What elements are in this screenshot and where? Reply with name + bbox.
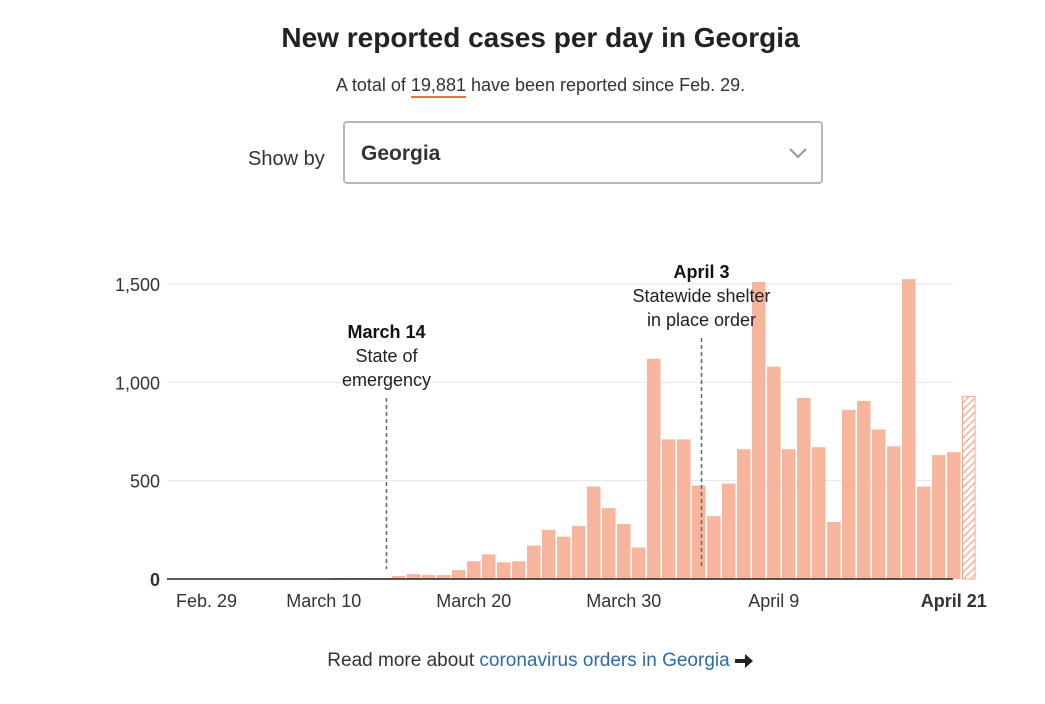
x-tick-label: March 10 (286, 591, 361, 611)
y-tick-label: 1,000 (115, 373, 160, 393)
x-tick-label: March 20 (436, 591, 511, 611)
x-tick-label: March 30 (586, 591, 661, 611)
bar (812, 447, 826, 579)
bar (932, 455, 946, 579)
bar (467, 561, 481, 579)
show-by-label: Show by (248, 148, 325, 170)
bar (962, 396, 976, 580)
cases-bar-chart: March 14 State of emergency April 3 Statewid… (115, 262, 987, 611)
x-tick-label: Feb. 29 (176, 591, 237, 611)
bar (917, 486, 931, 579)
bar (572, 525, 586, 579)
bar (497, 562, 511, 579)
bar (752, 282, 766, 579)
bar (797, 398, 811, 579)
bar (632, 547, 646, 579)
region-select-value: Georgia (361, 142, 441, 165)
annotation-date: March 14 (347, 322, 425, 342)
bar (872, 429, 886, 579)
bar (857, 401, 871, 579)
bar (737, 449, 751, 579)
bar (827, 521, 841, 579)
bar (422, 575, 436, 579)
chevron-down-icon (789, 148, 807, 159)
bar (662, 439, 676, 579)
total-cases: 19,881 (410, 75, 466, 98)
x-tick-label: April 21 (921, 591, 987, 611)
bar (587, 486, 601, 579)
bar (407, 574, 421, 579)
chart-title: New reported cases per day in Georgia (281, 22, 800, 53)
annotation-date: April 3 (673, 262, 729, 282)
bar (482, 554, 496, 579)
subtitle-prefix: A total of (335, 75, 411, 95)
bar (437, 575, 451, 579)
bar (542, 529, 556, 579)
bar (647, 358, 661, 579)
bar (452, 570, 466, 579)
y-tick-label: 500 (130, 472, 160, 492)
bar (947, 452, 961, 579)
bar (512, 561, 526, 579)
arrow-right-icon (734, 653, 753, 668)
bar (602, 508, 616, 579)
orders-link[interactable]: coronavirus orders in Georgia (479, 650, 730, 671)
bar (767, 366, 781, 579)
bar (692, 485, 706, 579)
annotation-text: Statewide shelter (632, 286, 770, 306)
bar (392, 576, 406, 579)
bar (722, 483, 736, 579)
footer-prefix: Read more about (327, 650, 480, 671)
bar (887, 446, 901, 579)
bar (557, 536, 571, 579)
region-select[interactable]: Georgia (343, 121, 823, 184)
annotation-text: State of (355, 346, 418, 366)
bar (842, 409, 856, 579)
bar (617, 523, 631, 579)
x-tick-label: April 9 (748, 591, 799, 611)
annotation-text: emergency (342, 370, 431, 390)
bar (677, 439, 691, 579)
y-tick-label: 0 (150, 570, 160, 590)
footer: Read more about coronavirus orders in Ge… (0, 650, 1045, 672)
annotation-text: in place order (647, 310, 756, 330)
bar (902, 279, 916, 579)
bar (527, 545, 541, 579)
chart-subtitle: A total of 19,881 have been reported sin… (0, 75, 1045, 98)
y-tick-label: 1,500 (115, 275, 160, 295)
bar (707, 516, 721, 579)
subtitle-suffix: have been reported since Feb. 29. (465, 75, 746, 95)
bar (782, 449, 796, 579)
